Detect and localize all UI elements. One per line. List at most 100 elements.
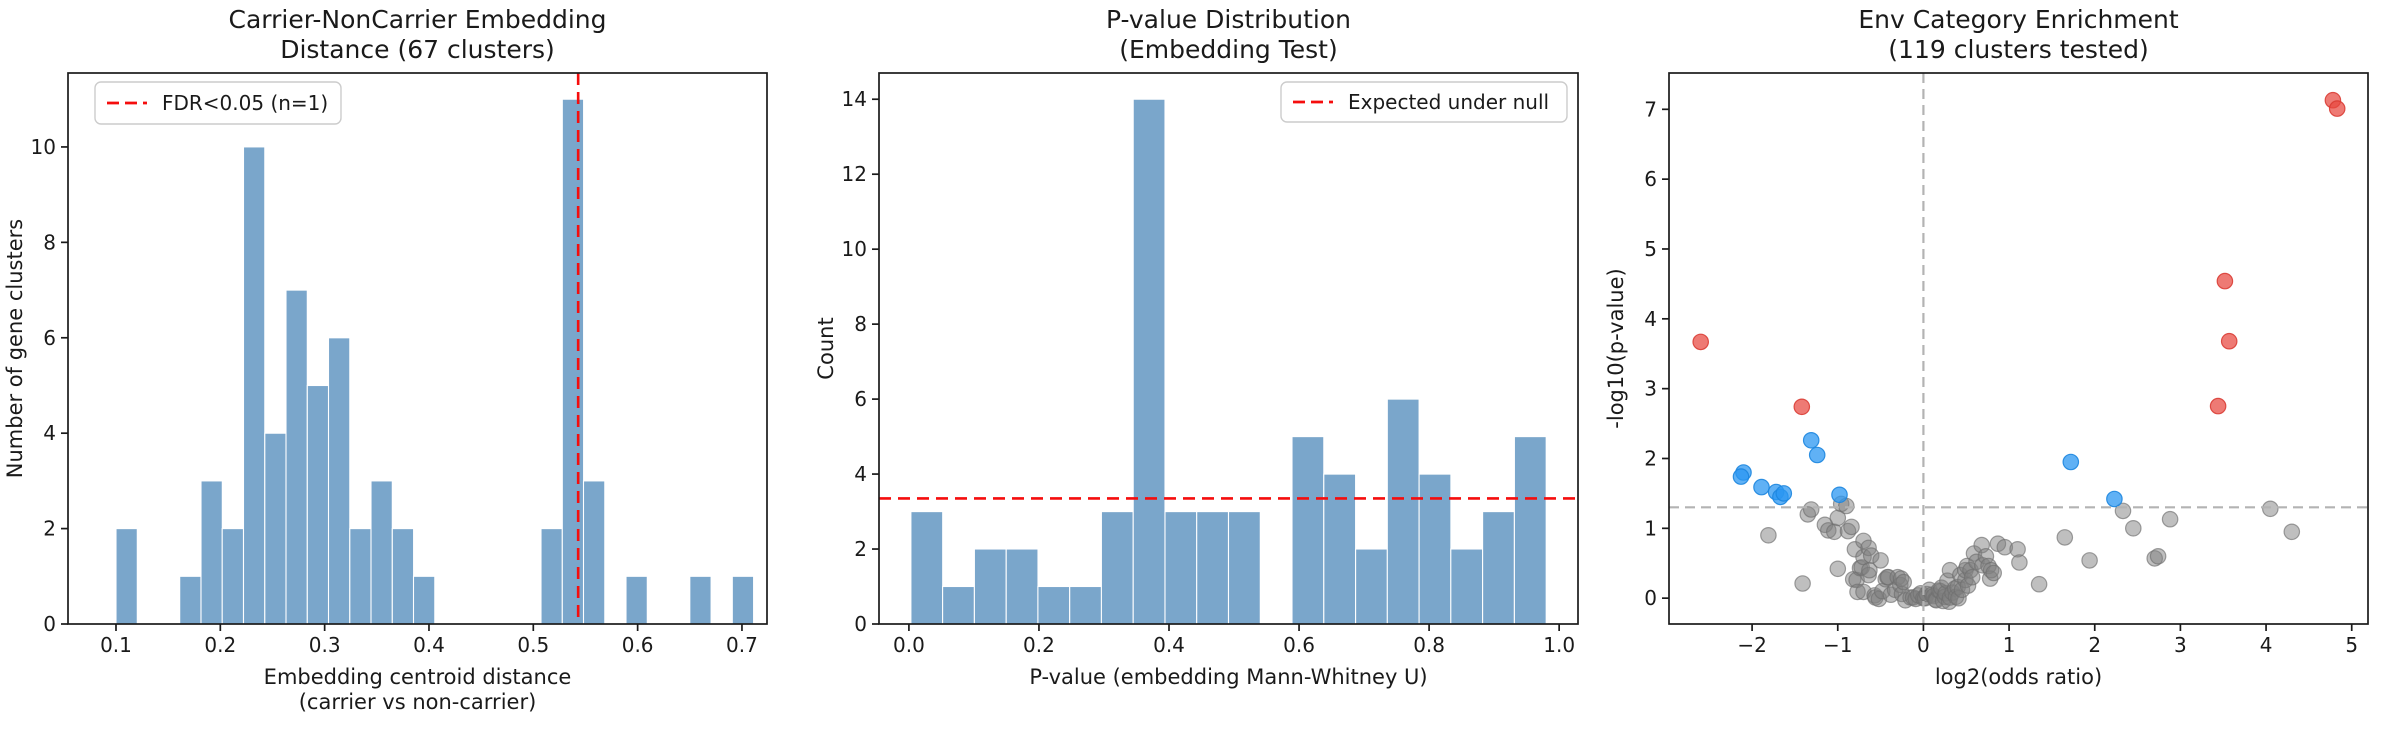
histogram-bar xyxy=(412,575,436,625)
scatter-point xyxy=(1829,560,1847,578)
y-tick-label: 4 xyxy=(43,421,56,445)
x-tick-label: 0 xyxy=(1917,633,1930,657)
histogram-bar xyxy=(1355,548,1388,625)
scatter-point xyxy=(2216,272,2234,290)
chart-panel-1: 0.0 0.2 0.4 0.6 0.8 1.0 0 2 4 6 8 10 12 14 P-value Dis… xyxy=(814,5,1579,689)
histogram-bar xyxy=(1037,585,1071,625)
x-tick-label: 1.0 xyxy=(1543,633,1575,657)
scatter-point xyxy=(2056,529,2074,546)
histogram-bar xyxy=(306,384,330,625)
histogram-bar xyxy=(264,432,287,625)
histogram-bar xyxy=(242,146,266,625)
legend: FDR<0.05 (n=1) xyxy=(94,81,342,125)
scatter-point xyxy=(1808,446,1826,464)
histogram-bar xyxy=(1132,98,1166,625)
x-tick-label: 4 xyxy=(2260,633,2273,657)
histogram-bar xyxy=(200,480,223,625)
y-tick-label: 6 xyxy=(43,326,56,350)
y-tick-label: 5 xyxy=(1644,237,1657,261)
y-tick-label: 14 xyxy=(842,87,867,111)
y-tick-label: 12 xyxy=(842,162,867,186)
y-axis: 0 2 4 6 8 10 12 14 xyxy=(842,87,879,636)
scatter-point xyxy=(2125,519,2142,537)
scatter-point xyxy=(2262,500,2279,518)
histogram-bar xyxy=(391,528,415,625)
histogram-bar xyxy=(221,528,245,625)
histogram-bar xyxy=(1323,473,1357,625)
scatter-point xyxy=(2220,332,2238,350)
x-tick-label: −1 xyxy=(1823,633,1852,657)
scatter-point xyxy=(1775,485,1793,502)
legend: Expected under null xyxy=(1280,81,1568,123)
histogram-bar xyxy=(1196,511,1230,625)
scatter-point xyxy=(1831,486,1848,504)
histogram-bar xyxy=(910,511,944,625)
histogram-bar xyxy=(582,480,606,625)
y-axis-label: Count xyxy=(814,317,838,379)
y-tick-label: 7 xyxy=(1644,97,1657,121)
y-tick-label: 10 xyxy=(842,237,867,261)
scatter-point xyxy=(2081,552,2098,569)
scatter-point xyxy=(1802,501,1820,518)
histogram-bar xyxy=(942,585,975,625)
chart-panel-2: −2 −1 0 1 2 3 4 5 0 1 2 3 4 5 6 7 Env Category Enrichmen… xyxy=(1604,5,2369,689)
histogram-bar xyxy=(973,548,1007,625)
histogram-bar xyxy=(1100,511,1134,625)
histogram-bar xyxy=(1513,436,1547,625)
chart-panel-0: 0.1 0.2 0.3 0.4 0.5 0.6 0.7 0 2 4 6 8 10 Carrier-NonC… xyxy=(3,5,768,714)
histogram-bar xyxy=(1482,511,1515,625)
histogram-bar xyxy=(561,98,585,625)
plot-border xyxy=(67,72,768,625)
scatter-point xyxy=(1760,526,1777,544)
histogram-bar xyxy=(1069,585,1103,625)
x-tick-label: 0.4 xyxy=(1153,633,1185,657)
x-tick-label: 0.4 xyxy=(413,633,445,657)
histogram-bar xyxy=(1418,473,1452,625)
scatter-point xyxy=(2106,490,2123,508)
scatter-point xyxy=(2161,510,2179,528)
scatter-point xyxy=(2209,397,2227,415)
scatter-point xyxy=(1826,523,1843,541)
plot-border xyxy=(878,72,1579,625)
y-tick-label: 4 xyxy=(854,462,867,486)
y-axis-label: Number of gene clusters xyxy=(3,219,27,478)
x-tick-label: 2 xyxy=(2088,633,2101,657)
scatter-point xyxy=(2149,547,2167,565)
scatter-point xyxy=(1692,333,1709,351)
y-tick-label: 6 xyxy=(1644,167,1657,191)
x-axis-label: P-value (embedding Mann-Whitney U) xyxy=(1029,665,1427,689)
histogram-bar xyxy=(540,528,563,625)
scatter-point xyxy=(2011,554,2028,571)
x-axis-label: (carrier vs non-carrier) xyxy=(299,690,537,714)
x-tick-label: 0.1 xyxy=(100,633,132,657)
chart-title: Env Category Enrichment xyxy=(1858,5,2179,34)
legend-box xyxy=(94,81,342,125)
x-axis: 0.0 0.2 0.4 0.6 0.8 1.0 xyxy=(893,624,1575,657)
x-tick-label: 0.5 xyxy=(517,633,549,657)
scatter-point xyxy=(2062,453,2080,471)
scatter-point xyxy=(1794,575,1811,592)
x-tick-label: 3 xyxy=(2174,633,2187,657)
x-axis-label: log2(odds ratio) xyxy=(1935,665,2102,689)
histogram-bar xyxy=(1005,548,1039,625)
chart-title: Distance (67 clusters) xyxy=(280,35,555,64)
y-tick-label: 3 xyxy=(1644,377,1657,401)
legend-label: FDR<0.05 (n=1) xyxy=(162,91,328,115)
scatter-series-nominal-blue xyxy=(1732,431,2123,508)
chart-title: Carrier-NonCarrier Embedding xyxy=(228,5,606,34)
x-tick-label: 0.2 xyxy=(204,633,236,657)
y-tick-label: 8 xyxy=(854,312,867,336)
histogram-bar xyxy=(1450,548,1484,625)
histogram-bar xyxy=(115,528,138,625)
scatter-point xyxy=(1732,468,1750,485)
scatter-point xyxy=(1802,431,1820,449)
x-tick-label: 0.8 xyxy=(1413,633,1445,657)
y-tick-label: 6 xyxy=(854,387,867,411)
x-tick-label: 0.6 xyxy=(1283,633,1315,657)
scatter-point xyxy=(1963,568,1981,586)
y-tick-label: 2 xyxy=(854,537,867,561)
histogram-bar xyxy=(349,528,372,625)
y-tick-label: 1 xyxy=(1644,516,1657,540)
scatter-point xyxy=(1895,573,1912,591)
